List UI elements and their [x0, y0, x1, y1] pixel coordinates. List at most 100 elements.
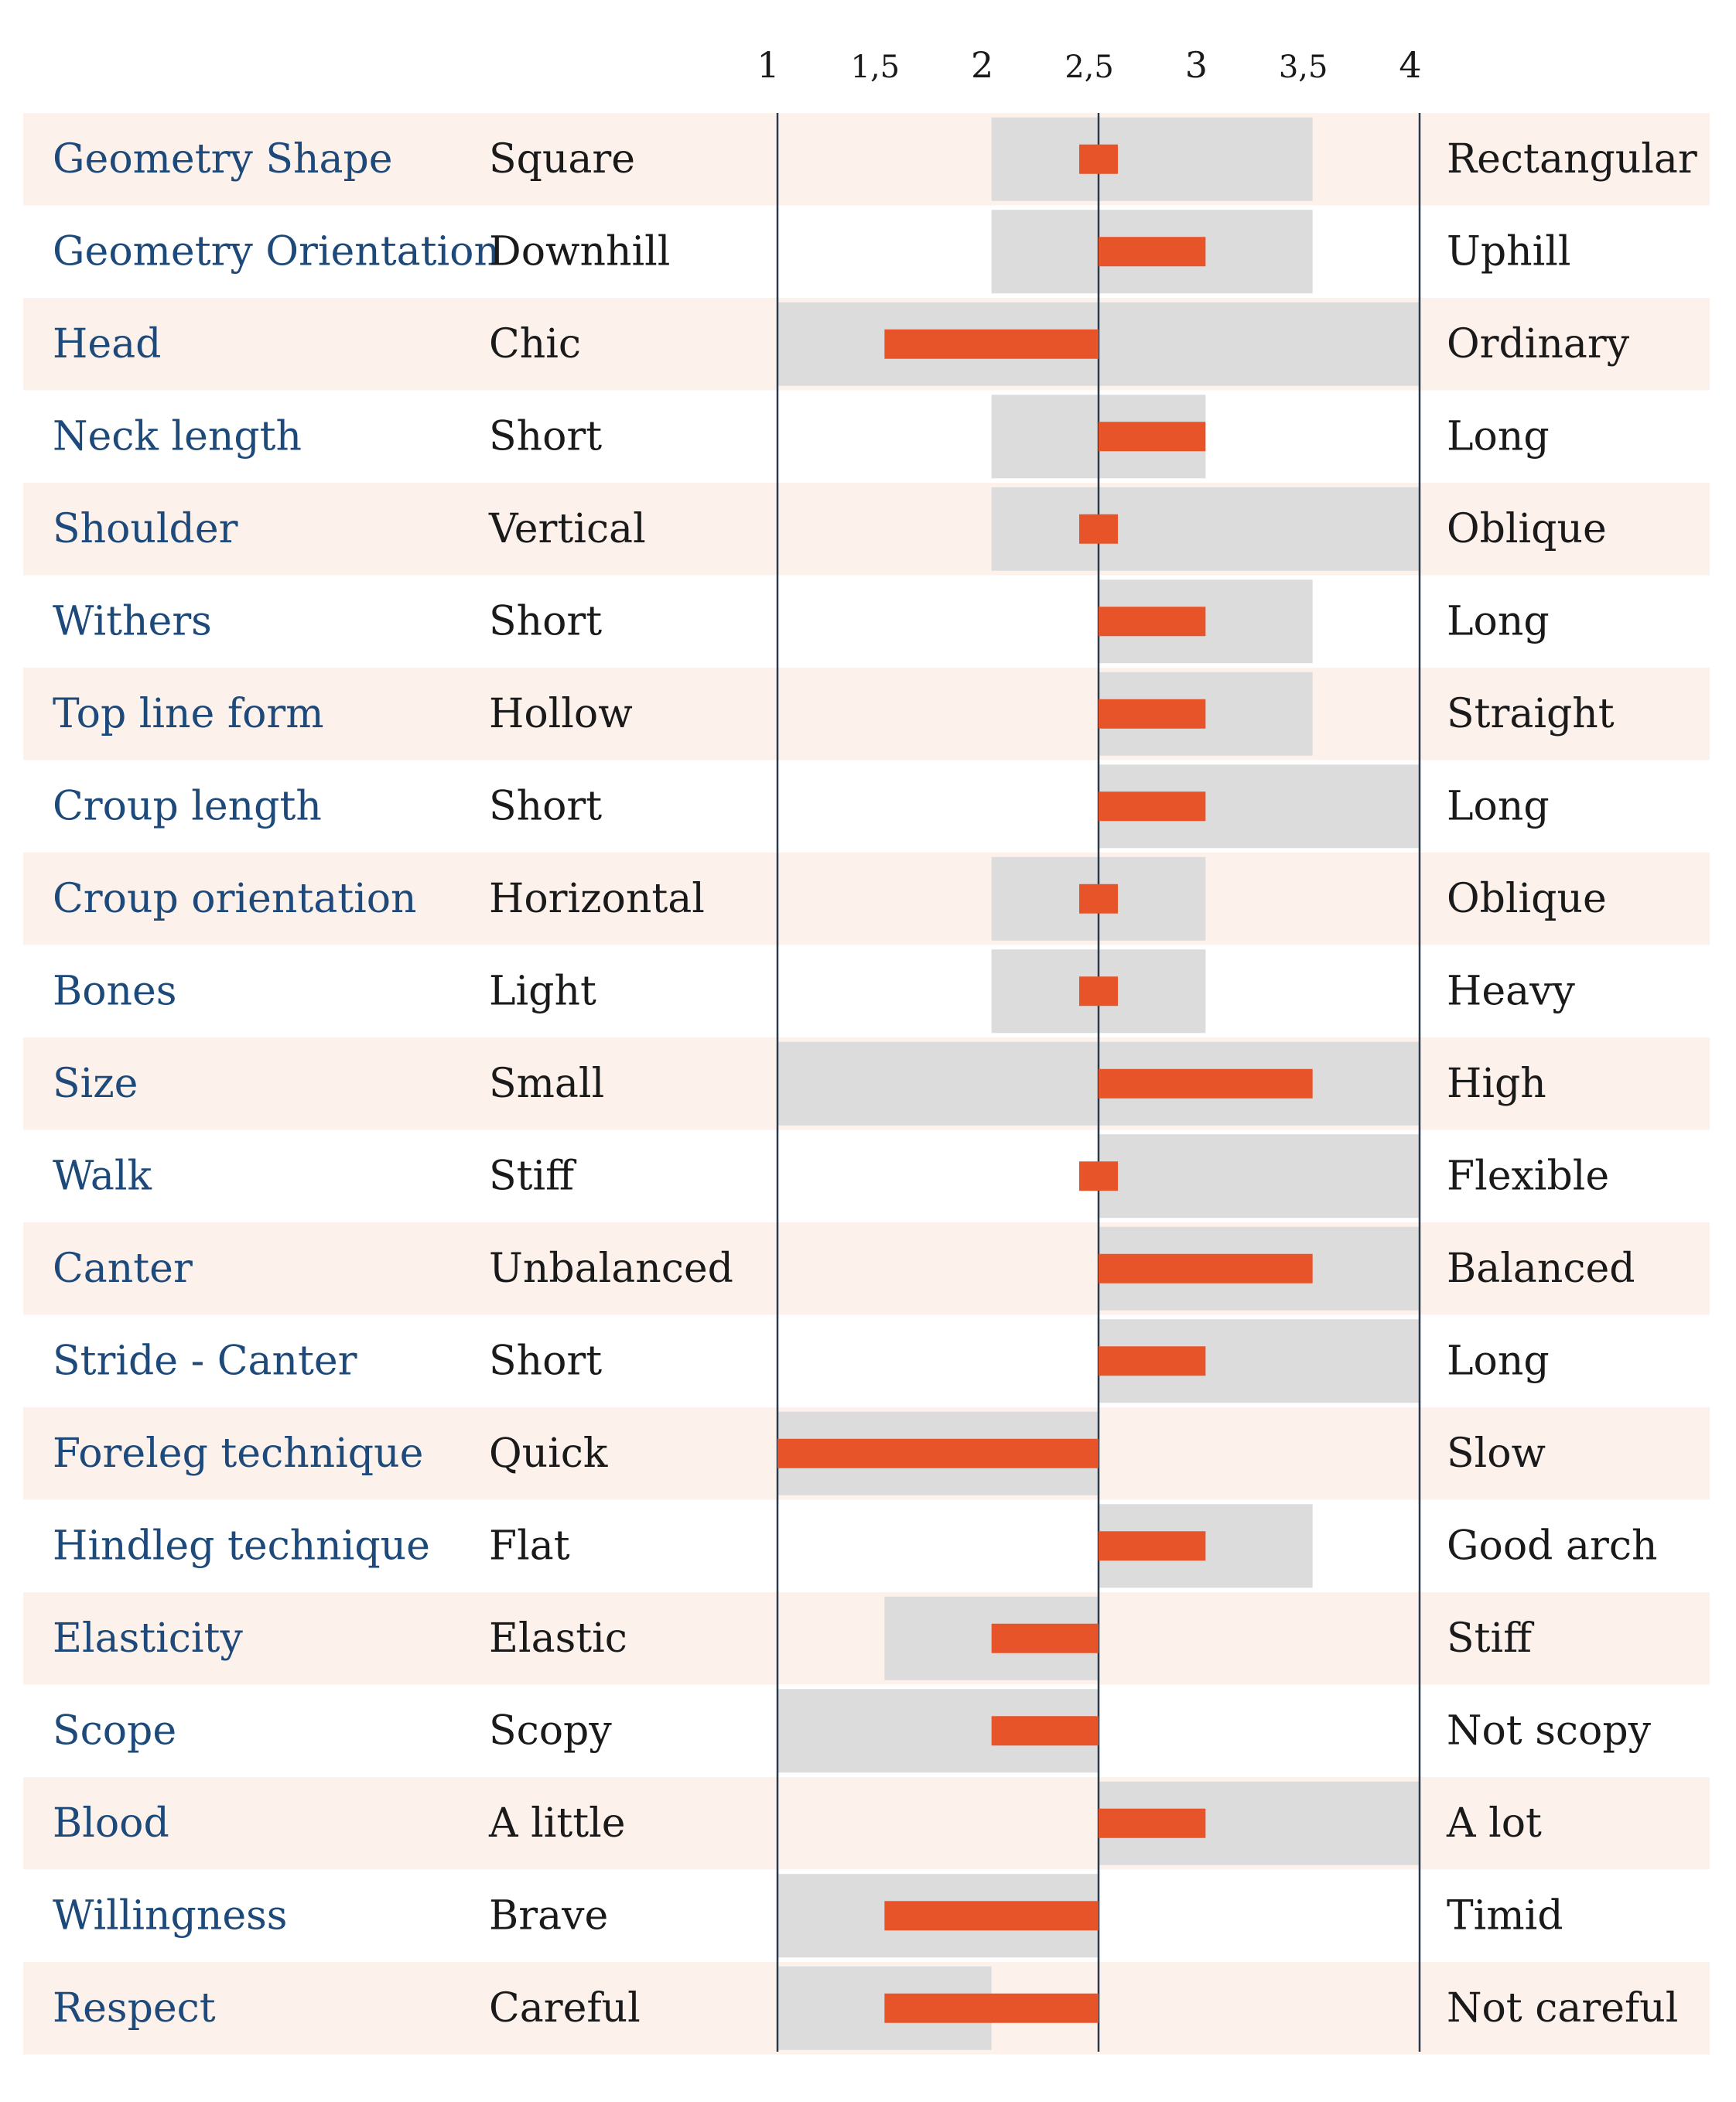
high-pole-label: Slow	[1447, 1430, 1546, 1477]
row-band	[23, 945, 1710, 1037]
score-bar	[1099, 237, 1206, 267]
low-pole-label: Brave	[489, 1892, 608, 1939]
trait-label: Geometry Shape	[53, 136, 393, 183]
trait-label: Geometry Orientation	[53, 228, 500, 275]
row-band	[23, 1130, 1710, 1222]
trait-label: Withers	[53, 598, 212, 644]
tick-label: 1,5	[851, 50, 900, 85]
low-pole-label: Horizontal	[489, 876, 705, 922]
row-band	[23, 390, 1710, 483]
score-bar	[991, 1623, 1099, 1653]
low-pole-label: Careful	[489, 1985, 641, 2032]
low-pole-label: Short	[489, 1338, 602, 1384]
range-bar	[991, 487, 1420, 571]
score-bar	[1079, 514, 1118, 544]
row-band	[23, 1222, 1710, 1315]
high-pole-label: Balanced	[1447, 1246, 1635, 1292]
trait-label: Size	[53, 1061, 138, 1107]
row-band	[23, 1592, 1710, 1685]
trait-label: Hindleg technique	[53, 1523, 430, 1569]
tick-label: 3,5	[1279, 50, 1328, 85]
row-band	[23, 1314, 1710, 1407]
row-band	[23, 113, 1710, 206]
row-band	[23, 668, 1710, 760]
high-pole-label: Long	[1447, 783, 1550, 829]
range-bar	[1099, 1134, 1420, 1218]
score-bar	[1099, 1068, 1313, 1099]
low-pole-label: Vertical	[488, 506, 646, 552]
low-pole-label: Chic	[489, 321, 581, 367]
row-band	[23, 853, 1710, 945]
score-bar	[1099, 791, 1206, 822]
tick-labels: 1 1,5 2 2,5 3 3,5 4	[757, 44, 1421, 86]
low-pole-label: Short	[489, 598, 602, 644]
high-pole-label: Oblique	[1447, 876, 1607, 922]
tick-label: 2	[971, 44, 993, 86]
row-band	[23, 575, 1710, 668]
trait-label: Bones	[53, 968, 176, 1014]
low-pole-label: Unbalanced	[489, 1246, 733, 1292]
high-pole-label: Not careful	[1447, 1985, 1678, 2032]
high-pole-label: Heavy	[1447, 968, 1576, 1014]
low-pole-label: Short	[489, 783, 602, 829]
row-band	[23, 1777, 1710, 1870]
low-pole-label: Downhill	[489, 228, 670, 275]
row-band	[23, 1499, 1710, 1592]
trait-label: Head	[53, 321, 161, 367]
trait-label: Stride - Canter	[53, 1338, 357, 1384]
low-pole-label: Flat	[489, 1523, 570, 1569]
tick-label: 1	[757, 44, 779, 86]
score-bar	[1079, 884, 1118, 914]
high-pole-label: Good arch	[1447, 1523, 1657, 1569]
row-bands	[23, 113, 1710, 2055]
score-bar	[1099, 1346, 1206, 1376]
high-pole-label: Ordinary	[1447, 321, 1630, 367]
tick-label: 3	[1185, 44, 1208, 86]
trait-label: Walk	[53, 1153, 152, 1199]
high-pole-label: Straight	[1447, 691, 1615, 737]
high-pole-label: Timid	[1447, 1892, 1563, 1939]
trait-label: Scope	[53, 1707, 176, 1754]
low-pole-label: Elastic	[489, 1615, 627, 1662]
high-pole-label: Oblique	[1447, 506, 1607, 552]
row-band	[23, 205, 1710, 298]
high-pole-label: A lot	[1446, 1800, 1542, 1847]
high-pole-label: Flexible	[1447, 1153, 1609, 1199]
high-pole-label: Long	[1447, 598, 1550, 644]
low-pole-label: Hollow	[489, 691, 633, 737]
trait-label: Respect	[53, 1985, 216, 2032]
trait-label: Shoulder	[53, 506, 238, 552]
score-bars	[777, 144, 1313, 2023]
trait-label: Canter	[53, 1246, 193, 1292]
low-pole-label: Small	[489, 1061, 604, 1107]
high-pole-label: High	[1447, 1061, 1546, 1107]
score-bar	[884, 1993, 1099, 2023]
low-pole-label: Stiff	[489, 1153, 577, 1199]
row-band	[23, 483, 1710, 576]
low-pole-label: Quick	[489, 1430, 608, 1477]
trait-label: Elasticity	[53, 1615, 243, 1662]
low-pole-label: A little	[488, 1800, 626, 1847]
low-pole-label: Short	[489, 413, 602, 460]
high-pole-label: Long	[1447, 413, 1550, 460]
high-pole-label: Uphill	[1447, 228, 1571, 275]
score-bar	[1099, 1531, 1206, 1561]
high-pole-label: Long	[1447, 1338, 1550, 1384]
tick-label: 4	[1399, 44, 1421, 86]
row-band	[23, 760, 1710, 853]
trait-label: Foreleg technique	[53, 1430, 423, 1477]
trait-label: Croup length	[53, 783, 322, 829]
high-pole-label: Stiff	[1447, 1615, 1535, 1662]
score-bar	[991, 1716, 1099, 1746]
high-pole-label: Not scopy	[1447, 1707, 1652, 1754]
high-pole-label: Rectangular	[1447, 136, 1697, 183]
trait-label: Willingness	[53, 1892, 287, 1939]
tick-label: 2,5	[1064, 50, 1114, 85]
score-bar	[1079, 144, 1118, 174]
row-labels: Geometry Shape Square Rectangular Geometry …	[53, 136, 1697, 2032]
score-bar	[1099, 699, 1206, 729]
score-bar	[1079, 1161, 1118, 1191]
low-pole-label: Square	[489, 136, 635, 183]
score-bar	[1099, 422, 1206, 452]
